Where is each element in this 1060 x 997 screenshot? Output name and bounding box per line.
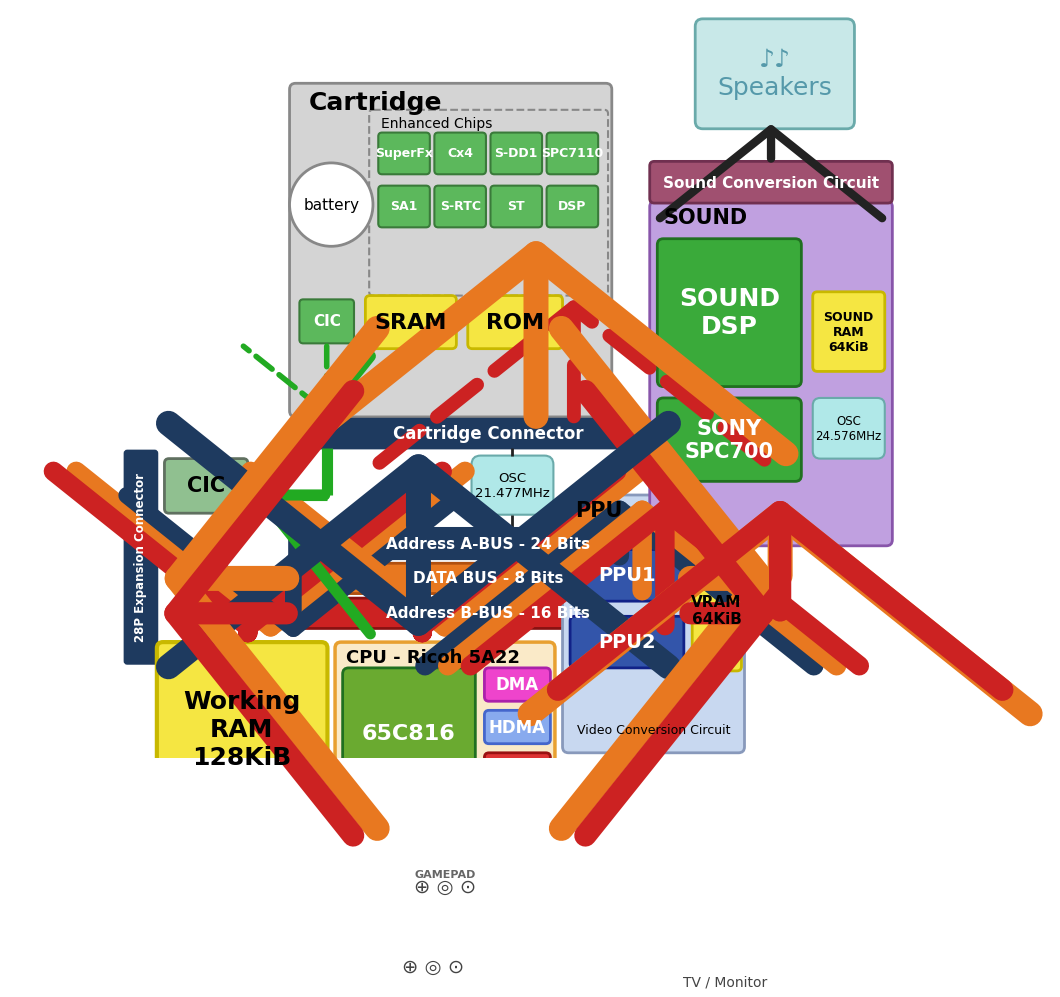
FancyBboxPatch shape [570,616,684,668]
Text: HDMA: HDMA [489,718,546,736]
Text: OSC
21.477MHz: OSC 21.477MHz [475,472,550,499]
Text: ♪♪
Speakers: ♪♪ Speakers [718,48,832,100]
Text: PPU: PPU [576,500,623,520]
FancyBboxPatch shape [692,549,741,671]
Text: GAMEPAD: GAMEPAD [414,869,476,879]
Text: SOUND
DSP: SOUND DSP [678,287,780,339]
FancyBboxPatch shape [657,398,801,482]
Text: PPU1: PPU1 [598,566,656,585]
FancyBboxPatch shape [289,598,688,629]
FancyBboxPatch shape [563,496,744,753]
Text: battery: battery [303,197,359,212]
FancyBboxPatch shape [289,528,688,559]
Text: 65C816: 65C816 [361,724,456,744]
FancyBboxPatch shape [484,753,550,787]
Text: S-RTC: S-RTC [440,200,480,213]
Text: Cx4: Cx4 [447,147,473,160]
Text: 28P Expansion Connector: 28P Expansion Connector [135,473,147,642]
Text: Address A-BUS - 24 Bits: Address A-BUS - 24 Bits [386,536,590,551]
FancyBboxPatch shape [570,549,684,601]
Circle shape [289,164,373,246]
Text: DSP: DSP [559,200,586,213]
Text: SOUND: SOUND [664,208,747,228]
FancyBboxPatch shape [373,853,517,921]
FancyBboxPatch shape [813,292,885,372]
Text: Cartridge: Cartridge [308,91,442,115]
FancyBboxPatch shape [378,186,430,227]
FancyBboxPatch shape [649,851,789,935]
Text: Enhanced Chips: Enhanced Chips [381,117,492,131]
FancyBboxPatch shape [164,459,248,513]
Text: Controllers: Controllers [474,763,561,777]
FancyBboxPatch shape [813,398,885,459]
FancyBboxPatch shape [435,133,485,174]
Text: Video Conversion Circuit: Video Conversion Circuit [577,724,730,737]
FancyBboxPatch shape [491,133,542,174]
Text: VRAM
64KiB: VRAM 64KiB [691,594,742,627]
Text: SA1: SA1 [390,200,418,213]
FancyBboxPatch shape [695,19,854,130]
Text: Cartridge Connector: Cartridge Connector [393,425,583,443]
Text: ST: ST [508,200,525,213]
Text: DATA BUS - 8 Bits: DATA BUS - 8 Bits [413,571,564,586]
Text: S-DD1: S-DD1 [495,147,538,160]
Text: ⊕ ◎ ⊙: ⊕ ◎ ⊙ [403,957,464,976]
FancyBboxPatch shape [657,239,801,387]
FancyBboxPatch shape [491,186,542,227]
FancyBboxPatch shape [342,668,475,801]
FancyBboxPatch shape [484,711,550,744]
FancyBboxPatch shape [369,111,608,296]
FancyBboxPatch shape [289,563,688,594]
Text: Address B-BUS - 16 Bits: Address B-BUS - 16 Bits [386,606,590,621]
FancyBboxPatch shape [335,642,555,813]
FancyBboxPatch shape [378,133,430,174]
FancyBboxPatch shape [547,186,598,227]
FancyBboxPatch shape [299,300,354,344]
Text: Working
RAM
128KiB: Working RAM 128KiB [183,690,300,770]
Text: CIC: CIC [313,314,340,329]
Text: OSC
24.576MHz: OSC 24.576MHz [815,415,882,443]
Text: TV / Monitor: TV / Monitor [684,975,767,989]
Text: SONY
SPC700: SONY SPC700 [685,419,774,462]
Text: CIC: CIC [187,477,225,497]
FancyBboxPatch shape [125,452,157,663]
FancyBboxPatch shape [547,133,598,174]
FancyBboxPatch shape [467,296,563,349]
FancyBboxPatch shape [484,668,550,702]
FancyBboxPatch shape [366,296,457,349]
Text: CPU - Ricoh 5A22: CPU - Ricoh 5A22 [347,648,520,666]
Text: SOUND
RAM
64KiB: SOUND RAM 64KiB [824,311,873,354]
Text: SPC7110: SPC7110 [542,147,603,160]
Text: SuperFx: SuperFx [375,147,434,160]
Text: PPU2: PPU2 [598,633,656,652]
Text: Sound Conversion Circuit: Sound Conversion Circuit [662,175,879,190]
FancyBboxPatch shape [289,84,612,417]
FancyBboxPatch shape [642,845,809,959]
Text: DMA: DMA [495,676,538,694]
FancyBboxPatch shape [472,456,553,515]
Text: ⊕ ◎ ⊙: ⊕ ◎ ⊙ [413,877,476,896]
FancyBboxPatch shape [361,932,506,997]
Text: ROM: ROM [485,312,544,332]
FancyBboxPatch shape [435,186,485,227]
FancyBboxPatch shape [289,420,688,449]
FancyBboxPatch shape [650,201,893,546]
FancyBboxPatch shape [650,162,893,203]
FancyBboxPatch shape [157,642,328,817]
Text: SRAM: SRAM [374,312,447,332]
